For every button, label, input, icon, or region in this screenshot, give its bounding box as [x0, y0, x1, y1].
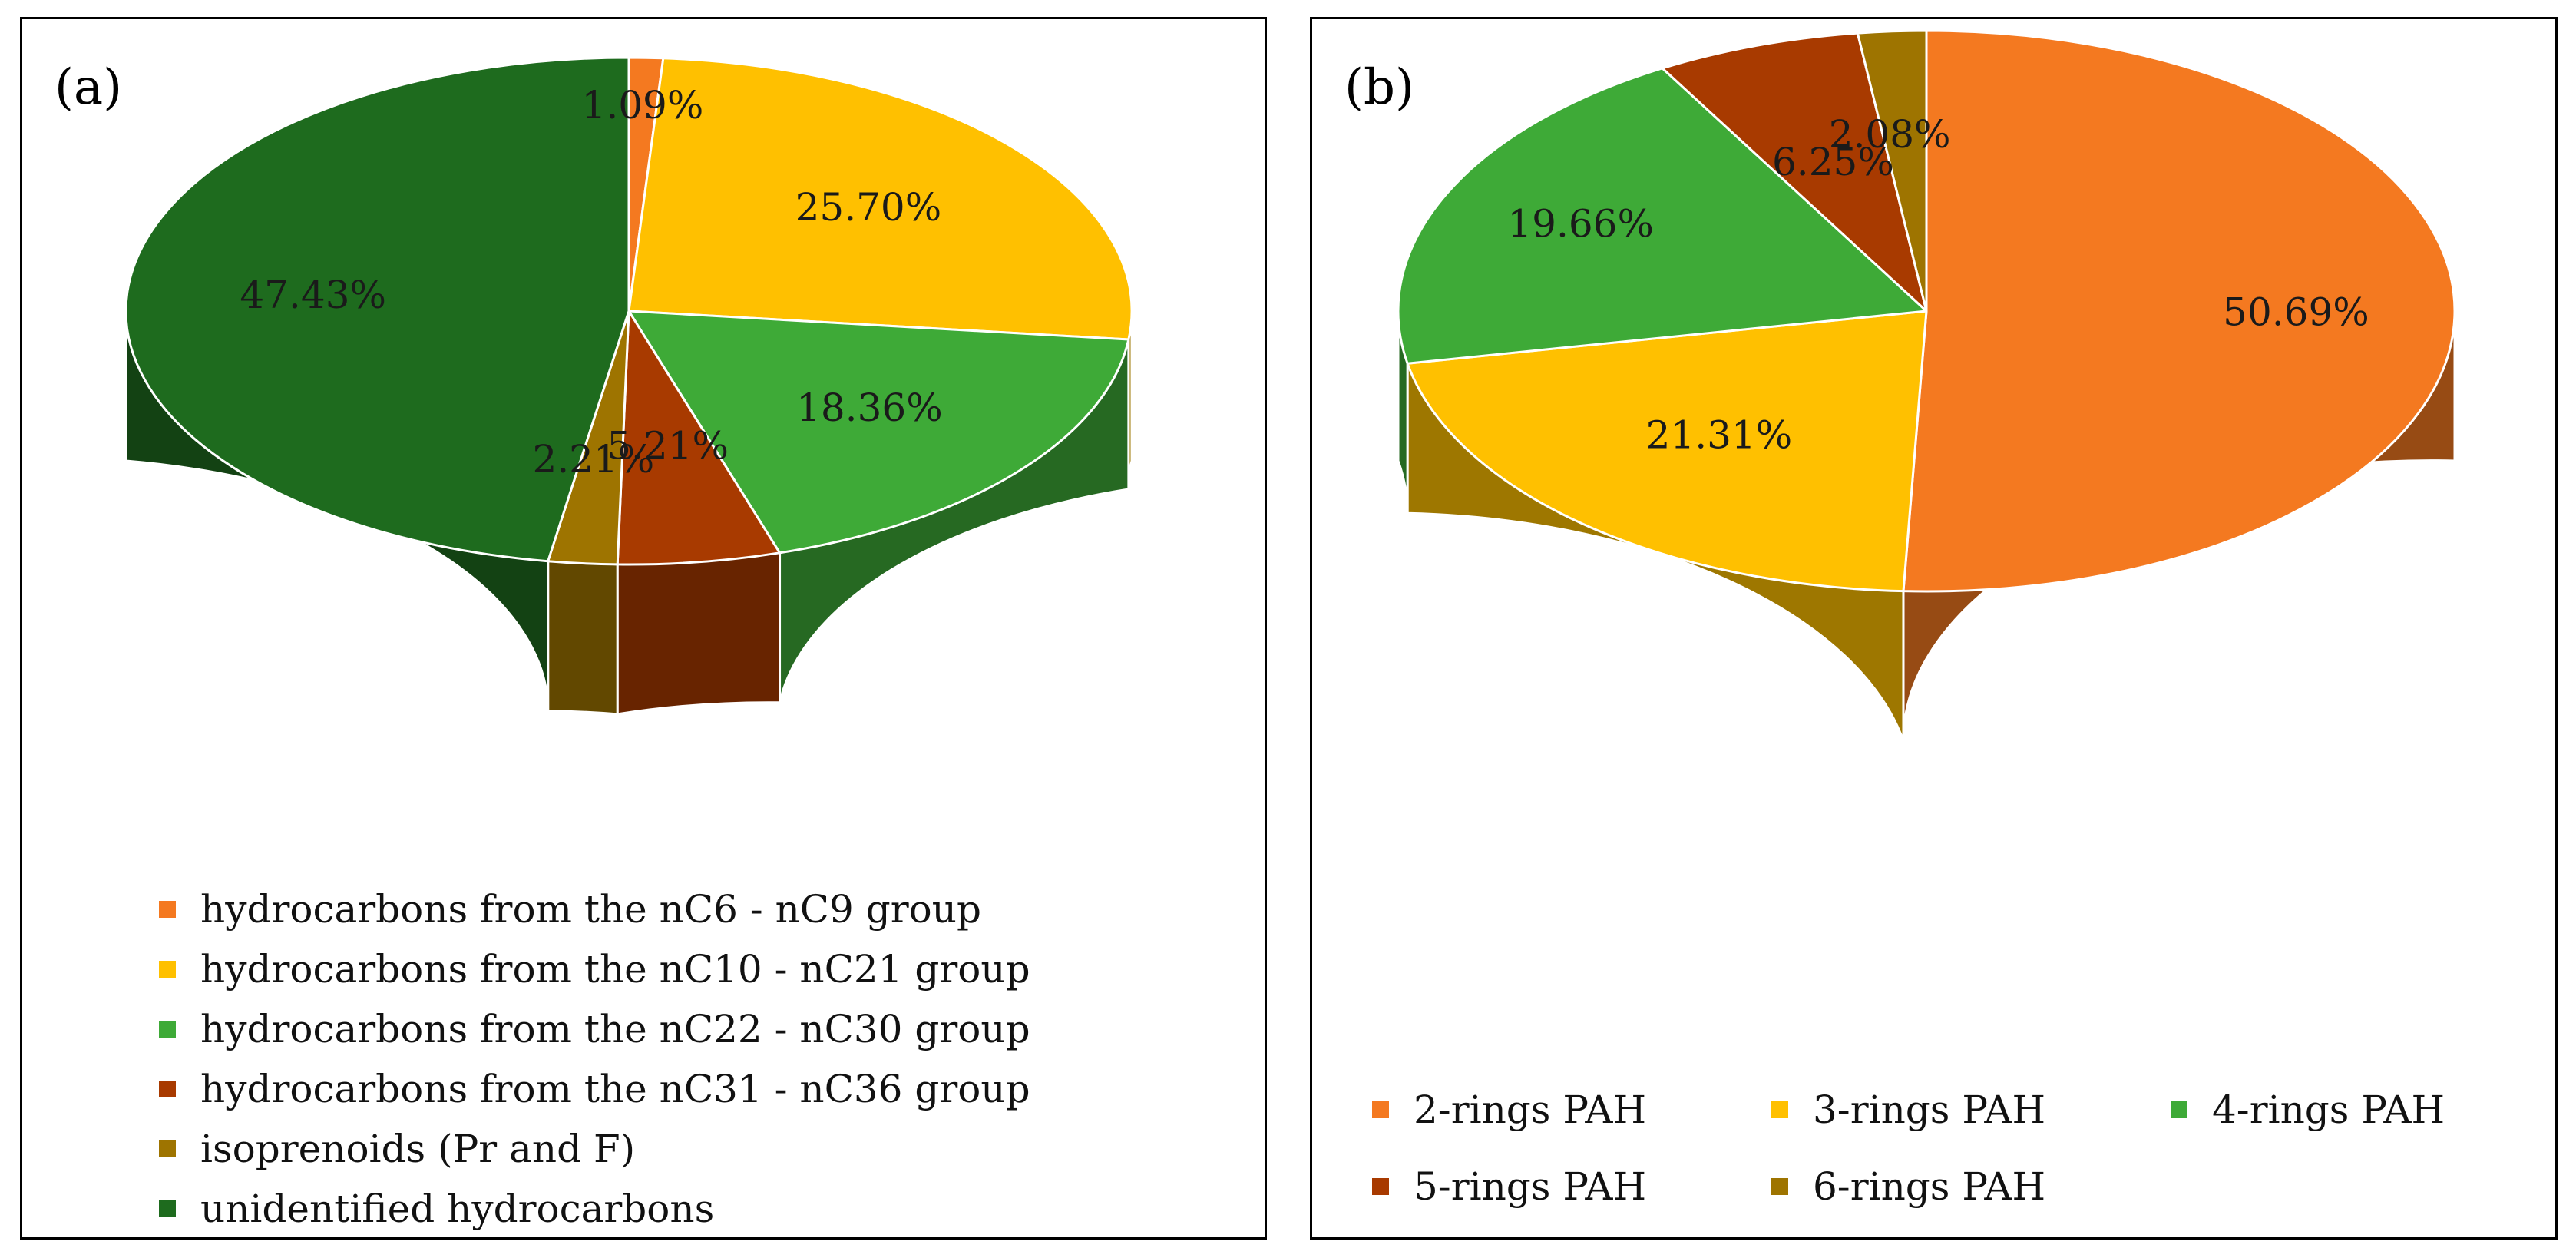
- legend-b-swatch-2: [2171, 1101, 2187, 1118]
- legend-a-item-0: hydrocarbons from the nC6 - nC9 group: [159, 879, 1030, 939]
- pie-a-slice-3: [616, 310, 782, 566]
- pie-a-slice-5: [124, 56, 630, 563]
- pie-b-data-label-0: 50.69%: [2223, 290, 2369, 335]
- legend-b-swatch-4: [1771, 1178, 1788, 1195]
- legend-b-label-3: 5-rings PAH: [1414, 1164, 1647, 1209]
- legend-a-label-1: hydrocarbons from the nC10 - nC21 group: [200, 947, 1030, 992]
- legend-a-label-2: hydrocarbons from the nC22 - nC30 group: [200, 1007, 1030, 1051]
- pie-b-slice-0: [1902, 29, 2456, 593]
- legend-b-label-0: 2-rings PAH: [1414, 1088, 1647, 1132]
- legend-a-item-2: hydrocarbons from the nC22 - nC30 group: [159, 999, 1030, 1059]
- legend-b-item-3: 5-rings PAH: [1372, 1164, 1771, 1210]
- pie-a-side-3: [616, 551, 782, 716]
- legend-b: 2-rings PAH 3-rings PAH 4-rings PAH 5-rings…: [1372, 1087, 2539, 1210]
- pie-a-data-label-2: 18.36%: [796, 386, 943, 430]
- legend-a-item-3: hydrocarbons from the nC31 - nC36 group: [159, 1059, 1030, 1119]
- legend-b-item-0: 2-rings PAH: [1372, 1087, 1771, 1133]
- pie-chart-b: 50.69% 21.31% 19.66% 6.25%2.08%: [1397, 29, 2456, 743]
- legend-a-item-4: isoprenoids (Pr and F): [159, 1119, 1030, 1179]
- pie-b-data-label-3: 6.25%: [1772, 140, 1894, 184]
- pie-a-data-label-5: 47.43%: [240, 273, 386, 317]
- pie-b-slice-1: [1406, 310, 1928, 593]
- pie-a-side-4: [547, 560, 619, 716]
- legend-b-label-4: 6-rings PAH: [1813, 1164, 2046, 1209]
- legend-b-label-2: 4-rings PAH: [2212, 1088, 2445, 1132]
- legend-a-label-3: hydrocarbons from the nC31 - nC36 group: [200, 1067, 1030, 1111]
- pie-b-slice-3: [1661, 31, 1928, 313]
- legend-a-swatch-5: [159, 1200, 176, 1217]
- pie-b-slice-4: [1856, 29, 1928, 313]
- pie-a-data-label-4: 2.21%: [532, 437, 654, 482]
- legend-a-swatch-1: [159, 961, 176, 978]
- legend-b-swatch-0: [1372, 1101, 1389, 1118]
- legend-a: hydrocarbons from the nC6 - nC9 group hyd…: [159, 879, 1030, 1239]
- pie-a-slice-1: [627, 57, 1133, 341]
- legend-a-swatch-2: [159, 1021, 176, 1038]
- pie-b-data-label-1: 21.31%: [1646, 413, 1793, 458]
- legend-a-item-5: unidentified hydrocarbons: [159, 1179, 1030, 1239]
- pie-a-data-label-0: 1.09%: [582, 83, 704, 127]
- legend-a-swatch-4: [159, 1140, 176, 1157]
- panel-label-b: (b): [1344, 59, 1414, 116]
- legend-a-item-1: hydrocarbons from the nC10 - nC21 group: [159, 939, 1030, 999]
- legend-b-swatch-3: [1372, 1178, 1389, 1195]
- pie-a-slice-2: [627, 310, 1130, 555]
- pie-b-data-label-4: 2.08%: [1829, 112, 1951, 157]
- legend-b-item-2: 4-rings PAH: [2171, 1087, 2539, 1133]
- legend-a-swatch-0: [159, 901, 176, 918]
- pie-b-slice-2: [1397, 67, 1928, 365]
- pie-a-data-label-3: 5.21%: [607, 424, 729, 468]
- pie-b-data-label-2: 19.66%: [1507, 202, 1654, 247]
- legend-b-swatch-1: [1771, 1101, 1788, 1118]
- legend-b-label-1: 3-rings PAH: [1813, 1088, 2046, 1132]
- legend-b-item-1: 3-rings PAH: [1771, 1087, 2171, 1133]
- legend-a-label-0: hydrocarbons from the nC6 - nC9 group: [200, 887, 981, 932]
- chart-panel-b: (b) 50.69% 21.31% 19.66% 6.25% 2.08% 2-rings…: [1310, 17, 2558, 1240]
- legend-a-label-5: unidentified hydrocarbons: [200, 1187, 715, 1231]
- legend-b-item-4: 6-rings PAH: [1771, 1164, 2171, 1210]
- panel-label-a: (a): [55, 59, 123, 116]
- chart-panel-a: (a) 1.09% 25.70% 18.36% 5.21% 2.21% 47.43% hy…: [20, 17, 1267, 1240]
- legend-a-swatch-3: [159, 1081, 176, 1097]
- pie-chart-a: 1.09% 25.70% 18.36% 5.21%2.21% 47.43%: [124, 56, 1133, 716]
- pie-a-data-label-1: 25.70%: [795, 185, 942, 230]
- legend-a-label-4: isoprenoids (Pr and F): [200, 1127, 636, 1171]
